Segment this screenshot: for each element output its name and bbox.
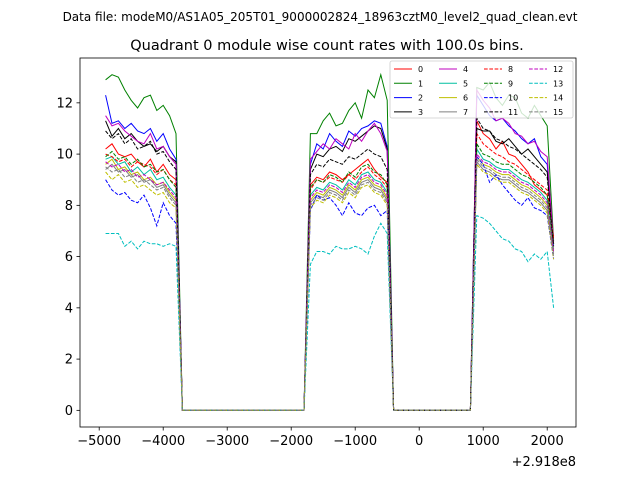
x-tick-label: 0 (415, 434, 423, 449)
legend-label-4: 4 (463, 65, 468, 74)
legend-label-0: 0 (418, 65, 423, 74)
legend-label-10: 10 (508, 94, 518, 103)
series-line-4 (105, 88, 555, 411)
series-line-7 (105, 160, 555, 411)
series-lines (105, 72, 555, 411)
x-tick-label: −4000 (141, 434, 185, 449)
legend-label-2: 2 (418, 94, 423, 103)
legend-label-12: 12 (553, 65, 563, 74)
legend-label-5: 5 (463, 79, 468, 88)
legend-label-1: 1 (418, 79, 423, 88)
legend-label-14: 14 (553, 94, 563, 103)
series-line-8 (105, 131, 555, 411)
series-line-9 (105, 142, 555, 411)
x-tick-label: 1000 (467, 434, 500, 449)
x-tick-label: −3000 (205, 434, 249, 449)
x-offset-label: +2.918e8 (512, 455, 576, 470)
series-line-3 (105, 120, 555, 411)
legend-box (389, 60, 574, 119)
y-tick-label: 2 (65, 353, 73, 368)
legend-label-11: 11 (508, 108, 518, 117)
series-line-1 (105, 72, 555, 411)
x-tick-label: −5000 (77, 434, 121, 449)
y-tick-label: 10 (56, 148, 73, 163)
axes: −5000 −4000 −3000 −2000 −1000 0 1000 2000 0 2 4 6 8 1… (56, 57, 577, 449)
series-line-2 (105, 93, 555, 411)
y-tick-label: 8 (65, 199, 73, 214)
y-tick-label: 0 (65, 404, 73, 419)
y-tick-label: 4 (65, 301, 73, 316)
legend-label-13: 13 (553, 79, 563, 88)
x-tick-label: −2000 (269, 434, 313, 449)
y-tick-label: 6 (65, 250, 73, 265)
series-line-15 (105, 157, 555, 411)
series-line-5 (105, 147, 555, 411)
chart-title: Quadrant 0 module wise count rates with … (130, 38, 524, 54)
legend-label-15: 15 (553, 108, 563, 117)
legend-label-8: 8 (508, 65, 513, 74)
legend-label-9: 9 (508, 79, 513, 88)
series-line-14 (105, 162, 555, 411)
plot-frame (79, 57, 577, 428)
chart-suptitle: Data file: modeM0/AS1A05_205T01_90000028… (63, 10, 578, 24)
x-tick-label: 2000 (531, 434, 564, 449)
y-tick-label: 12 (56, 96, 73, 111)
series-line-11 (105, 116, 555, 411)
legend-label-7: 7 (463, 108, 468, 117)
series-line-0 (105, 120, 555, 411)
x-tick-label: −1000 (333, 434, 377, 449)
series-line-13 (105, 214, 555, 411)
legend-label-6: 6 (463, 94, 468, 103)
legend-label-3: 3 (418, 108, 423, 117)
